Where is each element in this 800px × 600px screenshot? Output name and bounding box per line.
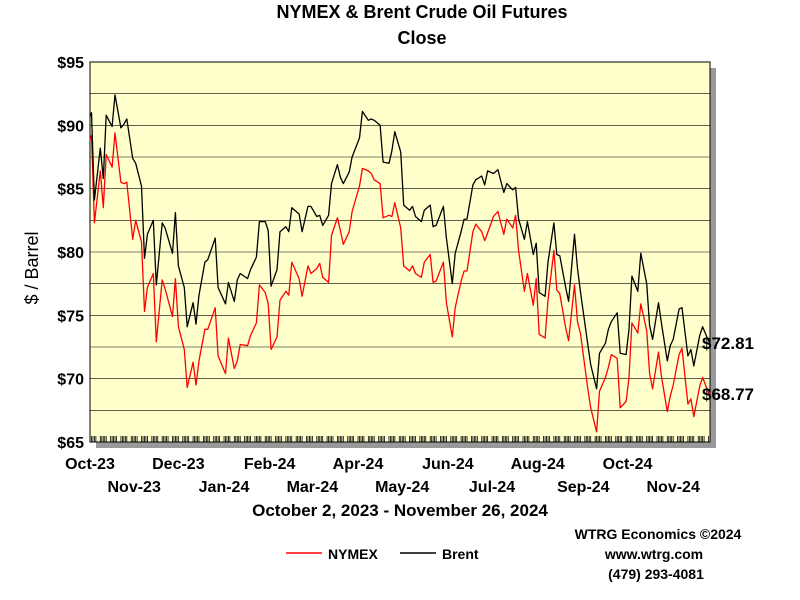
- legend: NYMEX Brent: [286, 546, 479, 562]
- credits-line1: WTRG Economics ©2024: [575, 526, 742, 542]
- x-tick-label: Dec-23: [152, 456, 205, 473]
- x-tick-label: May-24: [375, 479, 429, 496]
- x-axis-tick-labels: Oct-23 Nov-23 Dec-23 Jan-24 Feb-24 Mar-24 Apr-…: [65, 456, 700, 496]
- series-end-labels: $68.77 $72.81: [702, 334, 754, 404]
- x-tick-label: Jul-24: [469, 479, 515, 496]
- y-tick-label: $80: [57, 245, 84, 262]
- x-tick-label: Feb-24: [244, 456, 296, 473]
- y-tick-label: $85: [57, 182, 84, 199]
- credits-line3: (479) 293-4081: [608, 566, 704, 582]
- x-tick-label: Aug-24: [511, 456, 565, 473]
- credits-line2: www.wtrg.com: [604, 546, 703, 562]
- y-axis-label: $ / Barrel: [22, 231, 42, 304]
- y-tick-label: $90: [57, 118, 84, 135]
- end-label-brent: $72.81: [702, 334, 754, 353]
- plot-area: [89, 61, 716, 448]
- series-line-brent: [89, 94, 711, 390]
- legend-label-brent: Brent: [442, 546, 479, 562]
- x-tick-label: Mar-24: [287, 479, 339, 496]
- y-tick-label: $70: [57, 372, 84, 389]
- x-tick-label: Sep-24: [557, 479, 610, 496]
- y-tick-label: $65: [57, 435, 84, 452]
- end-label-nymex: $68.77: [702, 385, 754, 404]
- series-line-nymex: [89, 132, 711, 433]
- series-lines: [89, 94, 711, 433]
- x-axis-label: October 2, 2023 - November 26, 2024: [252, 501, 548, 520]
- x-tick-label: Jun-24: [422, 456, 474, 473]
- x-tick-label: Nov-24: [647, 479, 700, 496]
- x-tick-label: Oct-23: [65, 456, 115, 473]
- x-axis-ticks: [89, 436, 711, 442]
- x-tick-label: Oct-24: [603, 456, 653, 473]
- chart-subtitle: Close: [397, 28, 446, 48]
- x-tick-label: Jan-24: [199, 479, 250, 496]
- grid-lines: [90, 93, 710, 411]
- x-tick-label: Nov-23: [108, 479, 161, 496]
- y-tick-label: $95: [57, 55, 84, 72]
- credits: WTRG Economics ©2024 www.wtrg.com (479) …: [575, 526, 742, 582]
- y-axis-tick-labels: $65 $70 $75 $80 $85 $90 $95: [57, 55, 84, 452]
- x-tick-label: Apr-24: [333, 456, 384, 473]
- legend-label-nymex: NYMEX: [328, 546, 378, 562]
- chart-title: NYMEX & Brent Crude Oil Futures: [276, 2, 567, 22]
- y-tick-label: $75: [57, 308, 84, 325]
